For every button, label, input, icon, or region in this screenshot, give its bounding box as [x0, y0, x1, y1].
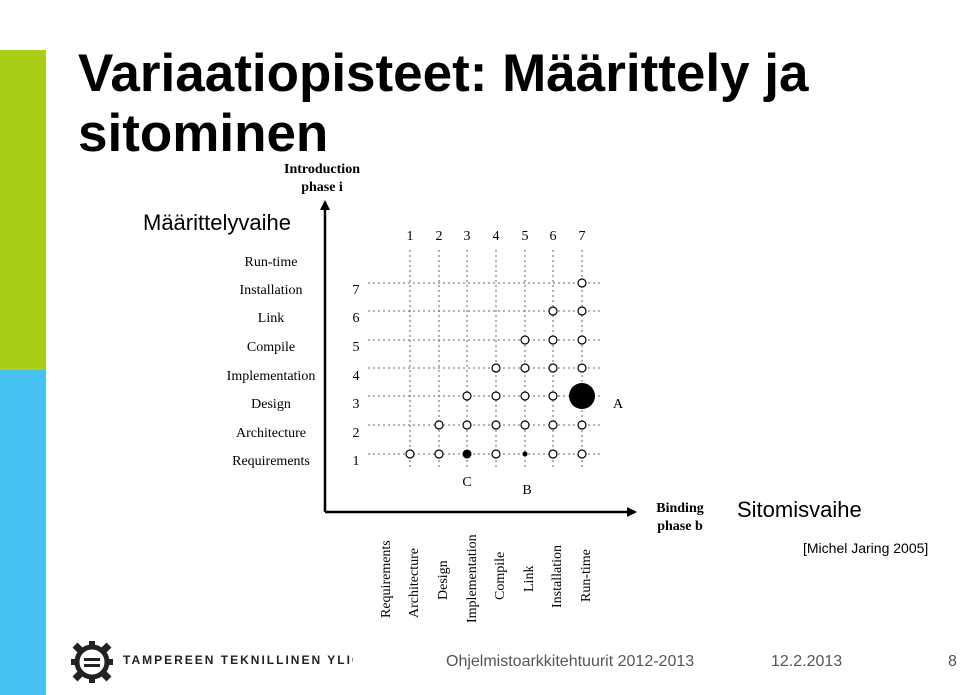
binding-phase-label: Sitomisvaihe: [737, 497, 862, 522]
column-numbers: 1 2 3 4 5 6 7: [407, 229, 586, 244]
column-number-2: 2: [436, 229, 443, 244]
marker-c2-r1: [434, 449, 444, 459]
marker-c4-r2: [491, 420, 501, 430]
marker-c1-r1: [405, 449, 415, 459]
citation: [Michel Jaring 2005]: [803, 540, 929, 556]
y-label-architecture: Architecture: [236, 426, 306, 441]
y-label-implementation: Implementation: [227, 369, 316, 384]
marker-c3-r2: [462, 420, 472, 430]
marker-c7-r7: [577, 278, 587, 288]
dotted-grid: [368, 250, 600, 470]
marker-c5-r2: [520, 420, 530, 430]
column-number-3: 3: [464, 229, 471, 244]
accent-bar-green: [0, 50, 46, 370]
column-number-5: 5: [522, 229, 529, 244]
x-axis-title-line-2: phase b: [657, 519, 703, 534]
row-number-5: 5: [353, 340, 360, 355]
y-label-installation: Installation: [240, 283, 303, 298]
point-c: [462, 449, 472, 459]
marker-c7-r5: [577, 335, 587, 345]
marker-c5-r5: [520, 335, 530, 345]
university-logo-text: TAMPEREEN TEKNILLINEN YLIOPISTO: [123, 653, 353, 667]
x-axis-title-line-1: Binding: [656, 501, 703, 516]
point-label-a: A: [613, 397, 624, 412]
marker-c6-r6: [548, 306, 558, 316]
row-number-4: 4: [353, 369, 360, 384]
row-number-6: 6: [353, 311, 360, 326]
accent-bar-blue: [0, 370, 46, 695]
marker-c6-r2: [548, 420, 558, 430]
open-markers: [405, 278, 587, 459]
y-label-run-time: Run-time: [245, 255, 298, 270]
marker-c7-r4: [577, 363, 587, 373]
x-label-compile: Compile: [493, 552, 508, 600]
column-number-1: 1: [407, 229, 414, 244]
x-label-link: Link: [522, 566, 537, 592]
row-numbers: 1 2 3 4 5 6 7: [353, 283, 360, 469]
slide-title-line-1: Variaatiopisteet: Määrittely ja: [78, 44, 809, 103]
row-number-1: 1: [353, 454, 360, 469]
university-logo-icon: [71, 641, 113, 683]
marker-c7-r6: [577, 306, 587, 316]
marker-c5-r4: [520, 363, 530, 373]
marker-c2-r2: [434, 420, 444, 430]
footer-course: Ohjelmistoarkkitehtuurit 2012-2013: [446, 653, 695, 670]
row-number-7: 7: [353, 283, 360, 298]
x-label-implementation: Implementation: [465, 534, 480, 623]
marker-c7-r2: [577, 420, 587, 430]
marker-c6-r5: [548, 335, 558, 345]
row-number-2: 2: [353, 426, 360, 441]
point-b: [522, 451, 528, 457]
column-number-6: 6: [550, 229, 557, 244]
x-label-run-time: Run-time: [579, 549, 594, 602]
y-label-compile: Compile: [247, 340, 295, 355]
footer-date: 12.2.2013: [771, 653, 843, 670]
slide-title-line-2: sitominen: [78, 104, 329, 163]
marker-c6-r3: [548, 391, 558, 401]
marker-c4-r3: [491, 391, 501, 401]
row-number-3: 3: [353, 397, 360, 412]
definition-phase-label: Määrittelyvaihe: [143, 210, 291, 235]
point-a: [569, 383, 595, 409]
point-label-c: C: [462, 475, 471, 490]
x-label-design: Design: [436, 560, 451, 600]
marker-c6-r4: [548, 363, 558, 373]
y-axis-title-line-1: Introduction: [284, 162, 360, 177]
x-label-installation: Installation: [550, 545, 565, 608]
column-number-4: 4: [493, 229, 500, 244]
x-label-requirements: Requirements: [379, 540, 394, 618]
marker-c4-r1: [491, 449, 501, 459]
x-phase-labels: Requirements Architecture Design Impleme…: [379, 534, 594, 623]
marker-c4-r4: [491, 363, 501, 373]
y-axis-title-line-2: phase i: [301, 180, 343, 195]
marker-c7-r1: [577, 449, 587, 459]
footer-page-number: 8: [948, 653, 957, 670]
column-number-7: 7: [579, 229, 586, 244]
y-label-requirements: Requirements: [232, 454, 310, 469]
y-label-design: Design: [251, 397, 291, 412]
y-label-link: Link: [258, 311, 284, 326]
marker-c5-r3: [520, 391, 530, 401]
slide-title: Variaatiopisteet: Määrittely ja sitomine…: [78, 44, 809, 164]
point-label-b: B: [522, 483, 531, 498]
y-phase-labels: Requirements Architecture Design Impleme…: [227, 255, 316, 469]
marker-c3-r3: [462, 391, 472, 401]
x-label-architecture: Architecture: [407, 548, 422, 618]
marker-c6-r1: [548, 449, 558, 459]
